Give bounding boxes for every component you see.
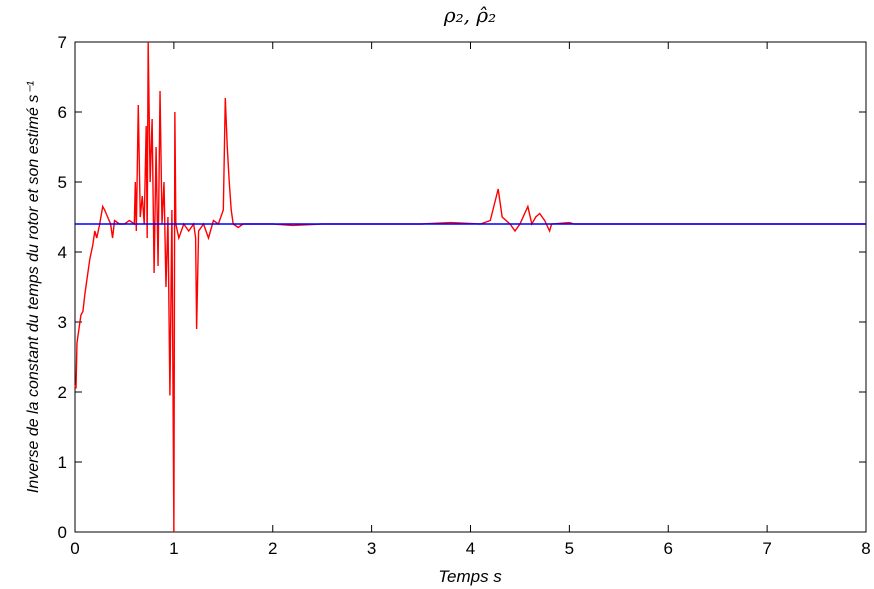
x-tick-label: 3 bbox=[367, 539, 376, 558]
x-tick-label: 2 bbox=[268, 539, 277, 558]
x-tick-label: 7 bbox=[762, 539, 771, 558]
data-line bbox=[74, 41, 866, 533]
x-axis-label: Temps s bbox=[438, 567, 502, 586]
y-tick-label: 3 bbox=[58, 313, 67, 332]
y-tick-label: 1 bbox=[58, 453, 67, 472]
y-tick-label: 4 bbox=[58, 243, 67, 262]
y-tick-label: 0 bbox=[58, 523, 67, 542]
x-tick-label: 6 bbox=[664, 539, 673, 558]
x-tick-label: 8 bbox=[861, 539, 870, 558]
x-tick-label: 4 bbox=[466, 539, 475, 558]
y-tick-label: 7 bbox=[58, 33, 67, 52]
plot-frame bbox=[74, 41, 867, 533]
x-tick-label: 5 bbox=[565, 539, 574, 558]
y-tick-label: 5 bbox=[58, 173, 67, 192]
y-tick-label: 2 bbox=[58, 383, 67, 402]
x-tick-label: 1 bbox=[169, 539, 178, 558]
chart-title: ρ₂, ρ̂₂ bbox=[443, 3, 496, 27]
y-axis-label: Inverse de la constant du temps du rotor… bbox=[25, 81, 42, 493]
y-tick-label: 6 bbox=[58, 103, 67, 122]
x-tick-label: 0 bbox=[70, 539, 79, 558]
